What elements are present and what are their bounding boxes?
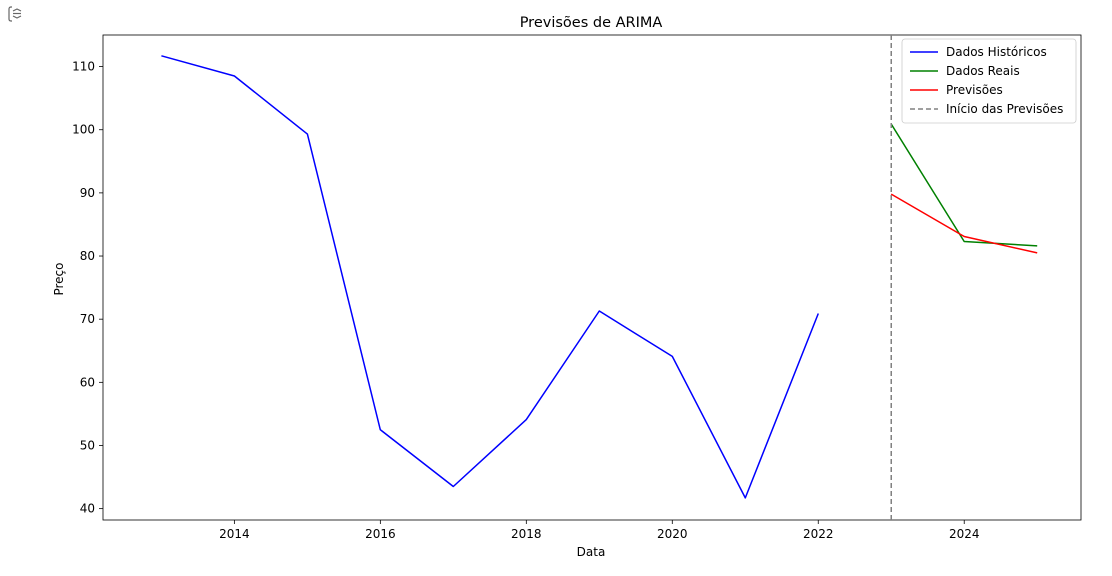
y-tick-label: 110 xyxy=(72,60,95,74)
chart-title: Previsões de ARIMA xyxy=(520,15,663,31)
y-axis-label: Preço xyxy=(52,262,66,295)
y-tick-label: 40 xyxy=(80,502,95,516)
legend: Dados Históricos Dados Reais Previsões Iníc… xyxy=(901,38,1077,124)
series-line-3 xyxy=(890,193,1038,254)
x-tick-label: 2020 xyxy=(657,527,688,541)
x-tick-label: 2024 xyxy=(949,527,980,541)
y-tick-label: 70 xyxy=(80,312,95,326)
y-tick-label: 90 xyxy=(80,186,95,200)
plot-area xyxy=(102,34,1082,521)
legend-label: Início das Previsões xyxy=(946,102,1063,116)
legend-label: Dados Históricos xyxy=(946,45,1047,59)
y-tick-label: 100 xyxy=(72,123,95,137)
x-tick-label: 2014 xyxy=(219,527,250,541)
x-tick-label: 2018 xyxy=(511,527,542,541)
legend-label: Previsões xyxy=(946,83,1003,97)
legend-box xyxy=(901,38,1077,124)
x-tick-label: 2016 xyxy=(365,527,396,541)
y-tick-label: 80 xyxy=(80,249,95,263)
y-tick-label: 50 xyxy=(80,438,95,452)
y-tick-label: 60 xyxy=(80,375,95,389)
x-tick-label: 2022 xyxy=(803,527,834,541)
output-toggle-icon[interactable] xyxy=(6,3,28,25)
series-line-2 xyxy=(890,123,1038,247)
legend-label: Dados Reais xyxy=(946,64,1020,78)
x-axis-label: Data xyxy=(577,545,606,559)
series-line-1 xyxy=(161,55,819,499)
